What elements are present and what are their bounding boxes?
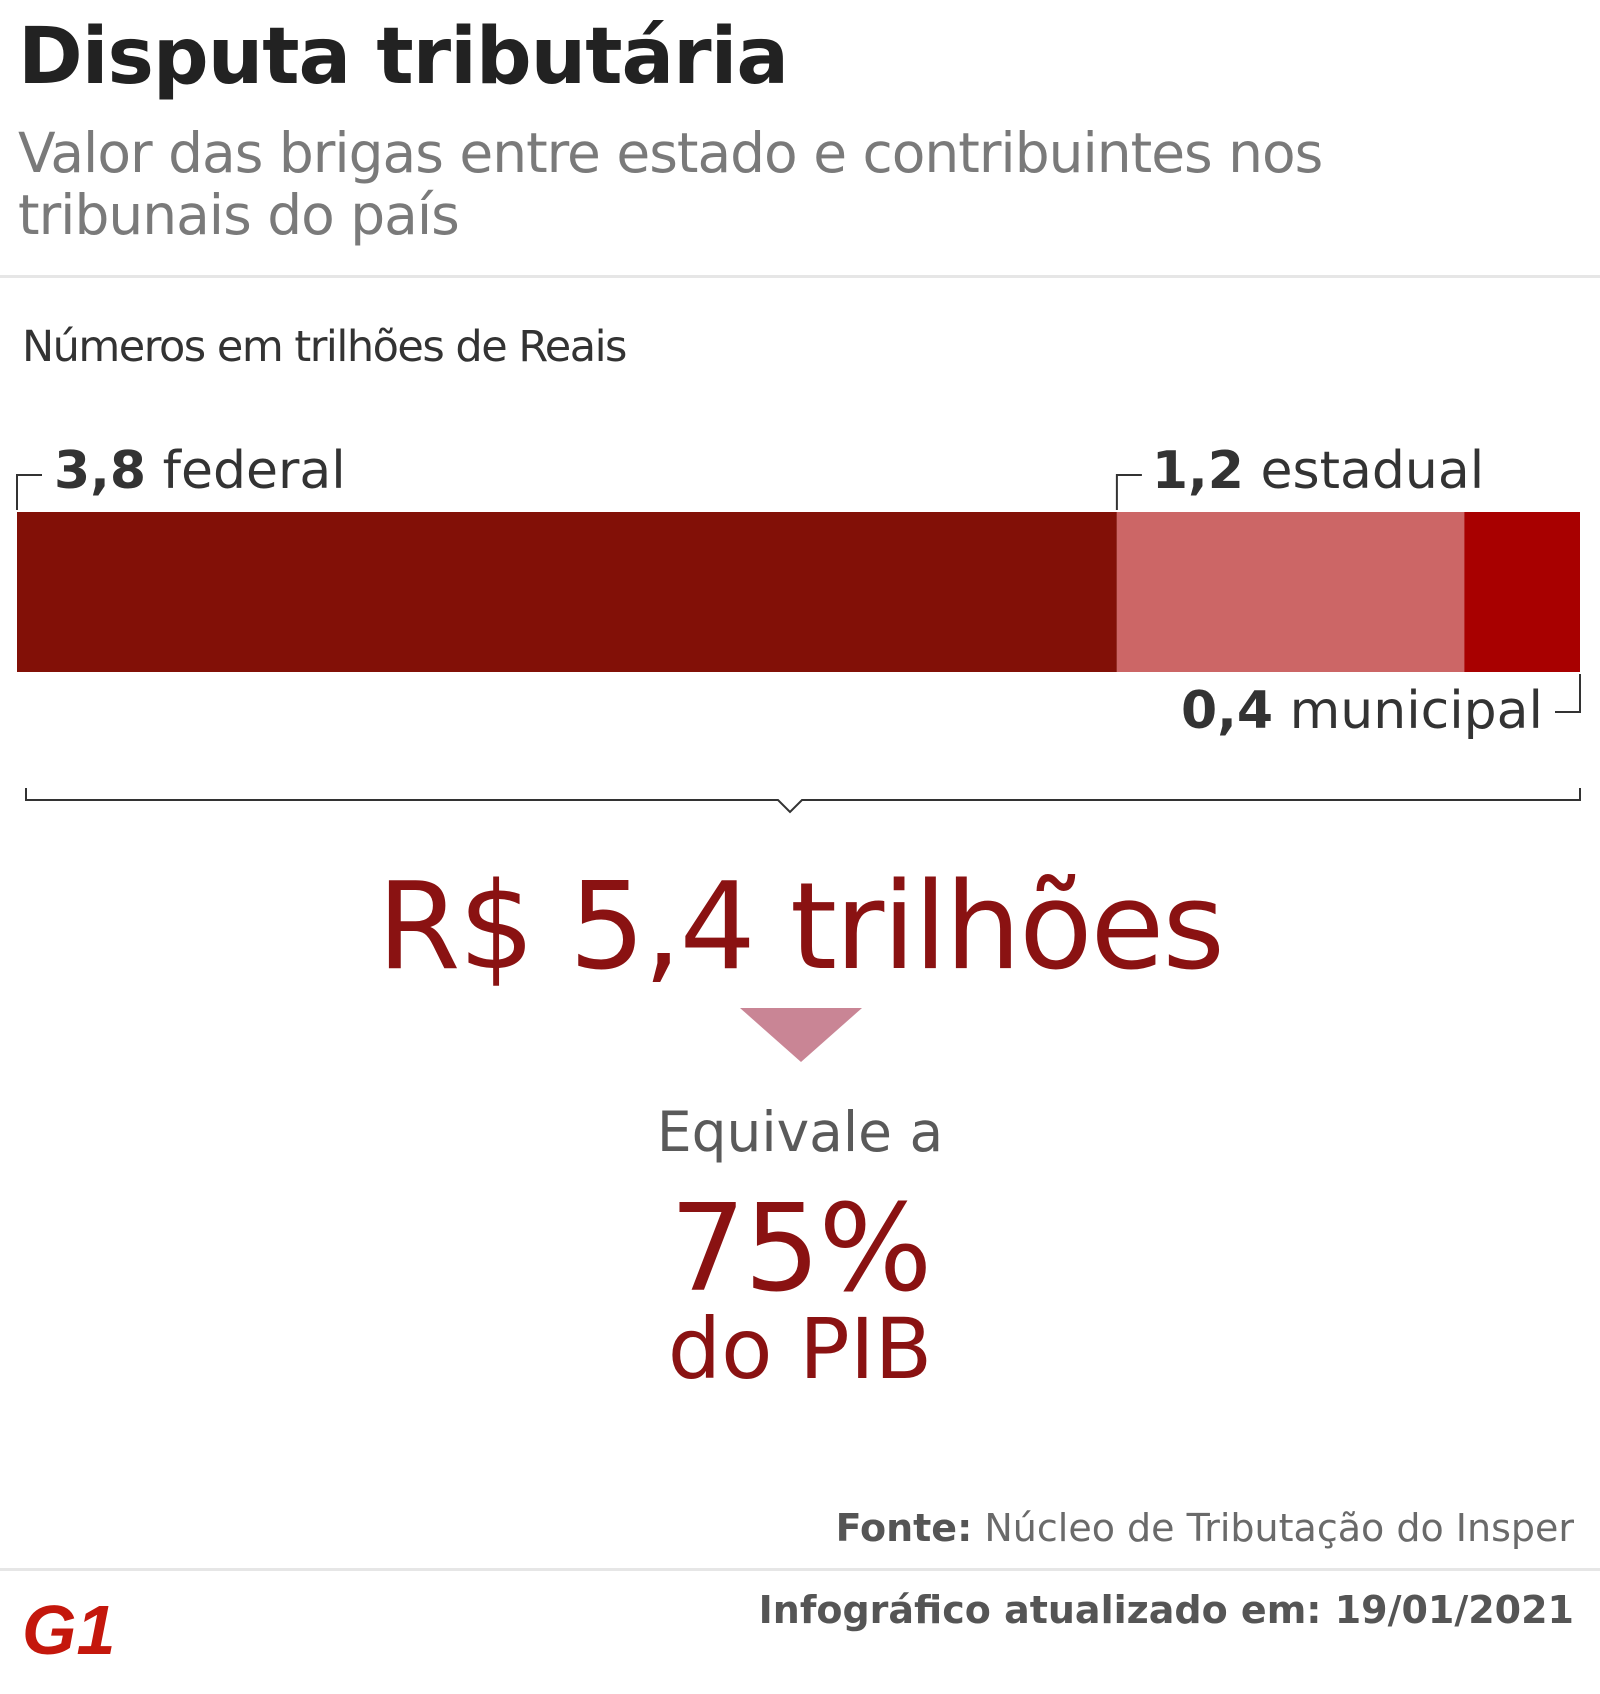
updated-date: Infográfico atualizado em: 19/01/2021: [758, 1588, 1574, 1632]
stacked-bar-chart: 3,8 federal 1,2 estadual 0,4 municipal: [16, 441, 1581, 814]
leader-federal: [16, 474, 42, 510]
category-label-municipal: municipal: [1273, 681, 1543, 741]
value-label-federal: 3,8: [54, 441, 146, 501]
total-brace: [25, 788, 1581, 814]
unit-label: Números em trilhões de Reais: [22, 322, 627, 372]
leader-estadual: [1115, 474, 1142, 510]
category-label-estadual: estadual: [1244, 441, 1484, 501]
equivale-label: Equivale a: [656, 1100, 944, 1164]
gdp-percentage: 75%: [669, 1180, 933, 1319]
total-value: R$ 5,4 trilhões: [377, 858, 1225, 997]
source-credit: Fonte: Núcleo de Tributação do Insper: [836, 1506, 1574, 1550]
page-subtitle: Valor das brigas entre estado e contribu…: [18, 121, 1323, 247]
header-divider: [0, 275, 1600, 278]
g1-logo-text: G1: [22, 1598, 115, 1660]
g1-logo: G1: [22, 1598, 115, 1660]
source-label: Fonte:: [835, 1506, 973, 1550]
label-federal: 3,8 federal: [54, 441, 346, 501]
bar-federal: [17, 512, 1117, 672]
footer-divider: [0, 1568, 1600, 1571]
label-estadual: 1,2 estadual: [1152, 441, 1484, 501]
bar-estadual: [1116, 512, 1465, 672]
bar-municipal: [1464, 512, 1580, 672]
page-title: Disputa tributária: [18, 12, 789, 102]
down-arrow-icon: [740, 1008, 862, 1062]
label-municipal: 0,4 municipal: [1181, 681, 1543, 741]
value-label-municipal: 0,4: [1181, 681, 1273, 741]
value-label-estadual: 1,2: [1152, 441, 1244, 501]
leader-municipal: [1555, 674, 1581, 713]
gdp-label: do PIB: [667, 1300, 933, 1398]
category-label-federal: federal: [146, 441, 346, 501]
source-text: Núcleo de Tributação do Insper: [984, 1506, 1574, 1550]
